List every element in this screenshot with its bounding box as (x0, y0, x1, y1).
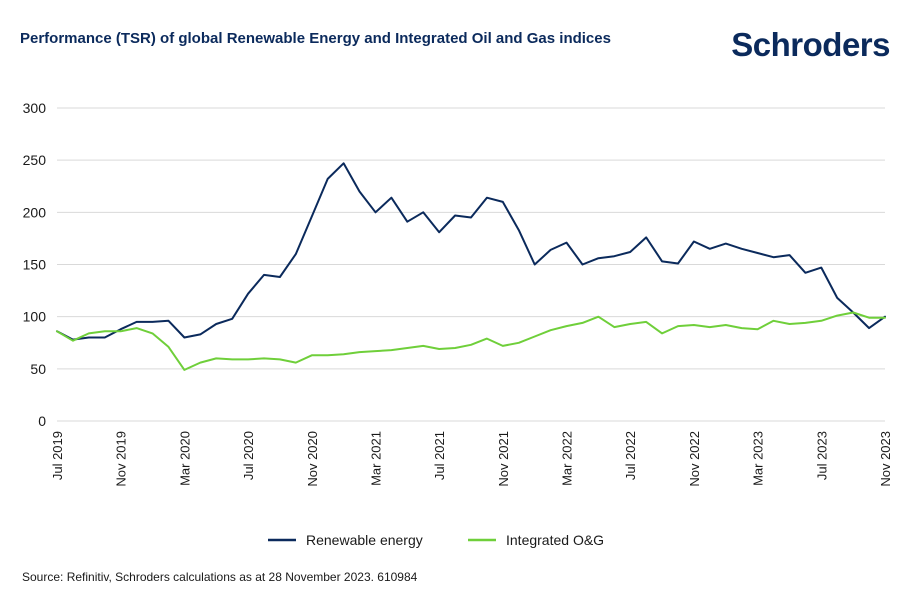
y-tick-label: 100 (23, 309, 47, 325)
chart-title: Performance (TSR) of global Renewable En… (20, 30, 611, 47)
series-lines (56, 162, 886, 371)
source-note: Source: Refinitiv, Schroders calculation… (22, 570, 418, 584)
renewable-energy-line (56, 162, 886, 341)
x-tick-label: Nov 2021 (496, 431, 511, 487)
x-tick-label: Mar 2021 (368, 431, 383, 486)
gridlines (57, 107, 885, 422)
x-tick-label: Jul 2020 (241, 431, 256, 480)
integrated-og-line (56, 311, 886, 371)
legend-renewable-energy-label: Renewable energy (306, 532, 423, 548)
x-tick-label: Nov 2020 (305, 431, 320, 487)
y-tick-label: 250 (23, 152, 47, 168)
x-tick-label: Jul 2019 (50, 431, 65, 480)
x-tick-label: Mar 2020 (177, 431, 192, 486)
x-tick-label: Nov 2019 (114, 431, 129, 487)
y-axis-ticks: 0 50 100 150 200 250 300 (23, 100, 47, 429)
y-tick-label: 150 (23, 257, 47, 273)
x-tick-label: Jul 2021 (432, 431, 447, 480)
x-tick-label: Jul 2023 (814, 431, 829, 480)
y-tick-label: 0 (38, 413, 46, 429)
x-tick-label: Jul 2022 (623, 431, 638, 480)
x-axis-ticks: Jul 2019 Nov 2019 Mar 2020 Jul 2020 Nov 2020… (50, 431, 893, 487)
y-tick-label: 200 (23, 204, 47, 220)
x-tick-label: Mar 2023 (751, 431, 766, 486)
brand-logo: Schroders (731, 26, 890, 63)
legend-integrated-og-label: Integrated O&G (506, 532, 604, 548)
y-tick-label: 50 (30, 361, 46, 377)
x-tick-label: Nov 2023 (878, 431, 893, 487)
y-tick-label: 300 (23, 100, 47, 116)
legend: Renewable energy Integrated O&G (268, 532, 604, 548)
x-tick-label: Nov 2022 (687, 431, 702, 487)
x-tick-label: Mar 2022 (560, 431, 575, 486)
